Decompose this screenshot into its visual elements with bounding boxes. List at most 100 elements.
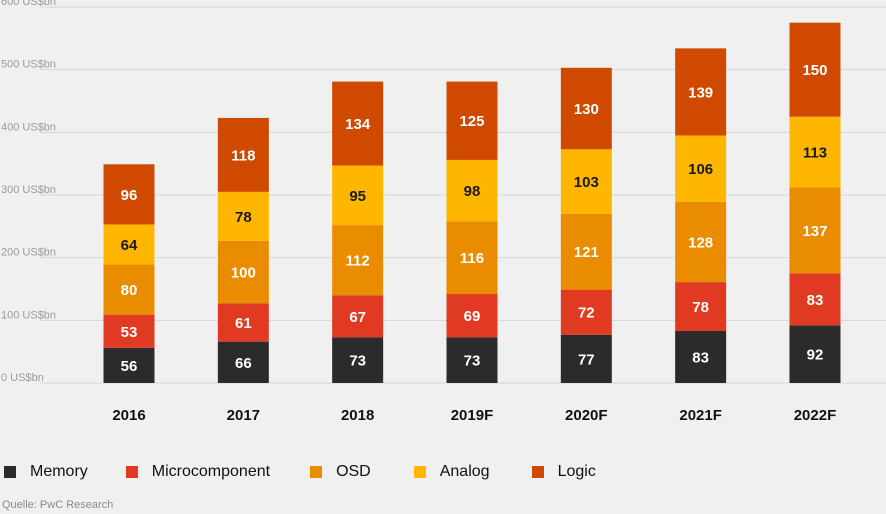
legend-swatch-logic [531,466,544,478]
legend-label-microcomponent: Microcomponent [151,463,271,480]
legend-label-osd: OSD [336,463,371,480]
value-label: 73 [464,353,481,370]
y-tick-label: 400 US$bn [1,121,56,133]
bar-segment-logic [103,164,155,225]
legend-label-analog: Analog [439,463,490,480]
value-label: 78 [235,209,252,226]
y-tick-label: 200 US$bn [1,247,56,259]
value-label: 73 [349,353,366,370]
bar-segment-microcomponent [560,289,612,335]
value-label: 98 [464,183,481,200]
value-label: 77 [578,351,595,368]
bar-segment-analog [560,149,612,214]
bar-segment-memory [103,347,155,383]
legend-label-memory: Memory [30,463,88,480]
value-label: 96 [121,187,138,204]
value-label: 72 [578,305,595,322]
bar-segment-analog [217,191,269,241]
bar-segment-analog [789,116,841,188]
y-tick-label: 500 US$bn [1,59,56,71]
value-label: 125 [459,113,484,130]
value-label: 83 [692,349,709,366]
value-label: 100 [231,265,256,282]
value-label: 128 [688,235,713,252]
value-label: 69 [464,308,481,325]
x-category-label: 2018 [341,407,374,424]
x-category-label: 2021F [679,407,722,424]
bar-segment-logic [560,67,612,150]
value-label: 113 [803,145,827,162]
value-label: 112 [346,253,370,270]
bar-segment-logic [446,81,498,160]
value-label: 130 [574,101,599,118]
value-label: 67 [349,309,366,326]
value-label: 95 [349,188,366,205]
bar-segment-memory [217,341,269,383]
value-labels: 56 53 80 64 96 66 61 100 78 118 73 67 112 95 134 73 69 11… [121,62,828,375]
y-tick-label: 100 US$bn [1,309,56,321]
legend-swatch-osd [310,466,323,478]
bar-segment-analog [675,135,727,202]
source-note: Quelle: PwC Research [2,499,114,511]
legend-item-memory: Memory [4,463,88,481]
bar-segment-osd [675,201,727,283]
value-label: 106 [688,161,713,178]
legend-swatch-memory [4,466,16,478]
bar-segment-logic [217,117,269,192]
bar-segment-microcomponent [217,303,269,342]
value-label: 139 [688,84,713,101]
x-category-label: 2017 [227,407,260,424]
bar-segment-memory [332,337,384,383]
y-tick-label: 600 US$bn [1,0,56,8]
bar-segment-microcomponent [103,314,155,348]
value-label: 56 [121,358,138,375]
bar-segment-analog [103,224,155,265]
value-label: 53 [121,324,138,341]
bar-segment-logic [675,48,727,136]
value-label: 78 [692,299,709,316]
value-label: 64 [121,237,138,254]
bar-segment-logic [789,22,841,117]
bar-segment-logic [332,81,384,166]
value-label: 103 [574,174,599,191]
bars [103,22,841,383]
x-category-label: 2020F [565,407,608,424]
legend-label-logic: Logic [557,463,596,480]
bar-segment-osd [789,187,841,274]
value-label: 137 [802,223,827,240]
bar-segment-analog [446,159,498,222]
legend-swatch-microcomponent [125,466,138,478]
bar-segment-microcomponent [789,273,841,326]
value-label: 92 [807,347,824,364]
bar-segment-osd [217,240,269,304]
legend-item-osd: OSD [310,463,371,481]
value-label: 66 [235,355,252,372]
legend-item-logic: Logic [531,463,596,481]
legend-item-microcomponent: Microcomponent [125,463,271,481]
value-label: 116 [460,250,484,267]
bar-segment-osd [560,213,612,290]
bar-segment-microcomponent [446,294,498,338]
value-label: 121 [574,244,599,261]
value-label: 80 [121,282,138,299]
y-tick-label: 0 US$bn [1,372,44,384]
x-category-label: 2022F [794,407,837,424]
value-label: 134 [345,116,371,133]
value-label: 150 [802,62,827,79]
axis-labels: 0 US$bn 100 US$bn 200 US$bn 300 US$bn 400 US… [1,0,836,424]
bar-segment-microcomponent [675,282,727,331]
bar-segment-memory [560,334,612,383]
legend-swatch-analog [413,466,426,478]
y-tick-label: 300 US$bn [1,184,56,196]
bar-segment-osd [332,225,384,296]
bar-segment-osd [103,264,155,315]
legend-item-analog: Analog [413,463,490,481]
bar-segment-memory [789,325,841,383]
x-category-label: 2019F [451,407,494,424]
bar-segment-analog [332,165,384,226]
value-label: 61 [235,315,252,332]
value-label: 118 [231,147,255,164]
bar-segment-memory [675,330,727,383]
value-label: 83 [807,292,824,309]
